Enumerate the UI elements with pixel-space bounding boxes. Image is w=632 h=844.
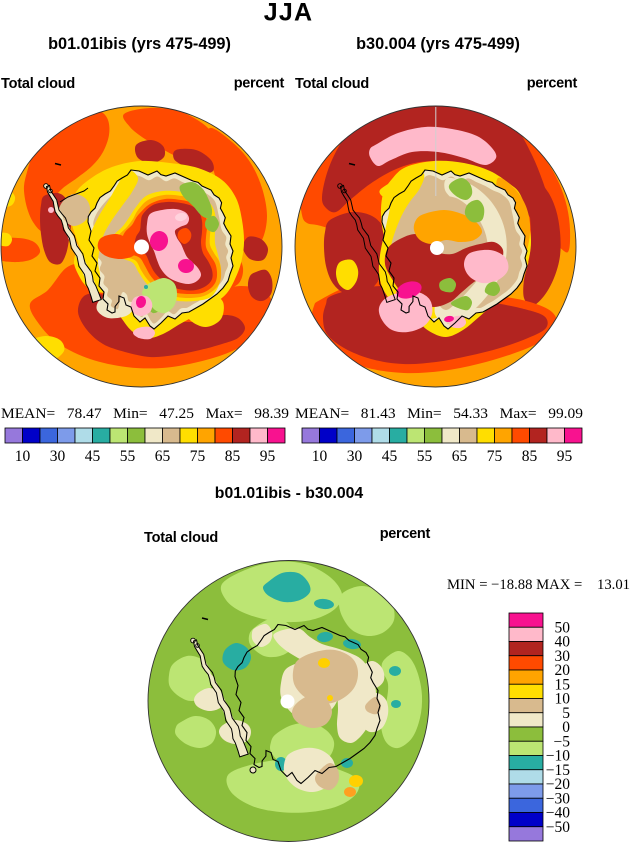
svg-text:45: 45 [382, 448, 398, 465]
svg-text:MEAN= 81.43 Min= 54.33 Max: MEAN= 81.43 Min= 54.33 Max= 99.09 [295, 406, 583, 422]
svg-text:MEAN= 78.47 Min= 47.25 Max: MEAN= 78.47 Min= 47.25 Max= 98.39 [1, 406, 289, 422]
svg-text:30: 30 [555, 648, 571, 665]
svg-text:45: 45 [85, 448, 101, 465]
svg-text:85: 85 [522, 448, 538, 465]
svg-text:10: 10 [555, 691, 571, 708]
svg-text:−5: −5 [554, 734, 571, 751]
svg-text:5: 5 [562, 705, 570, 722]
svg-text:65: 65 [155, 448, 171, 465]
svg-text:40: 40 [555, 634, 571, 651]
svg-text:b30.004 (yrs 475-499): b30.004 (yrs 475-499) [356, 35, 520, 53]
svg-text:percent: percent [527, 76, 578, 92]
svg-text:0: 0 [562, 719, 570, 736]
svg-text:95: 95 [260, 448, 276, 465]
svg-text:95: 95 [557, 448, 573, 465]
svg-text:b01.01ibis - b30.004: b01.01ibis - b30.004 [215, 485, 364, 502]
svg-text:75: 75 [487, 448, 503, 465]
svg-text:30: 30 [347, 448, 363, 465]
svg-text:−20: −20 [546, 776, 570, 793]
svg-text:75: 75 [190, 448, 206, 465]
svg-text:percent: percent [234, 76, 285, 92]
svg-text:15: 15 [555, 677, 571, 694]
svg-text:Total cloud: Total cloud [1, 76, 75, 92]
svg-text:b01.01ibis (yrs 475-499): b01.01ibis (yrs 475-499) [48, 35, 231, 53]
svg-text:Total cloud: Total cloud [295, 76, 369, 92]
svg-text:−30: −30 [546, 791, 570, 808]
svg-text:percent: percent [380, 526, 431, 542]
svg-text:−10: −10 [546, 748, 570, 765]
svg-text:55: 55 [120, 448, 136, 465]
svg-text:10: 10 [15, 448, 31, 465]
svg-text:MIN = −18.88 MAX = 13.01: MIN = −18.88 MAX = 13.01 [447, 577, 630, 593]
svg-text:55: 55 [417, 448, 433, 465]
svg-text:−50: −50 [546, 819, 570, 836]
svg-text:30: 30 [50, 448, 66, 465]
svg-text:−40: −40 [546, 805, 570, 822]
svg-text:JJA: JJA [264, 0, 313, 27]
svg-text:10: 10 [312, 448, 328, 465]
svg-text:−15: −15 [546, 762, 570, 779]
svg-text:Total cloud: Total cloud [144, 530, 218, 546]
svg-text:65: 65 [452, 448, 468, 465]
svg-text:50: 50 [555, 620, 571, 637]
svg-text:20: 20 [555, 662, 571, 679]
svg-text:85: 85 [225, 448, 241, 465]
